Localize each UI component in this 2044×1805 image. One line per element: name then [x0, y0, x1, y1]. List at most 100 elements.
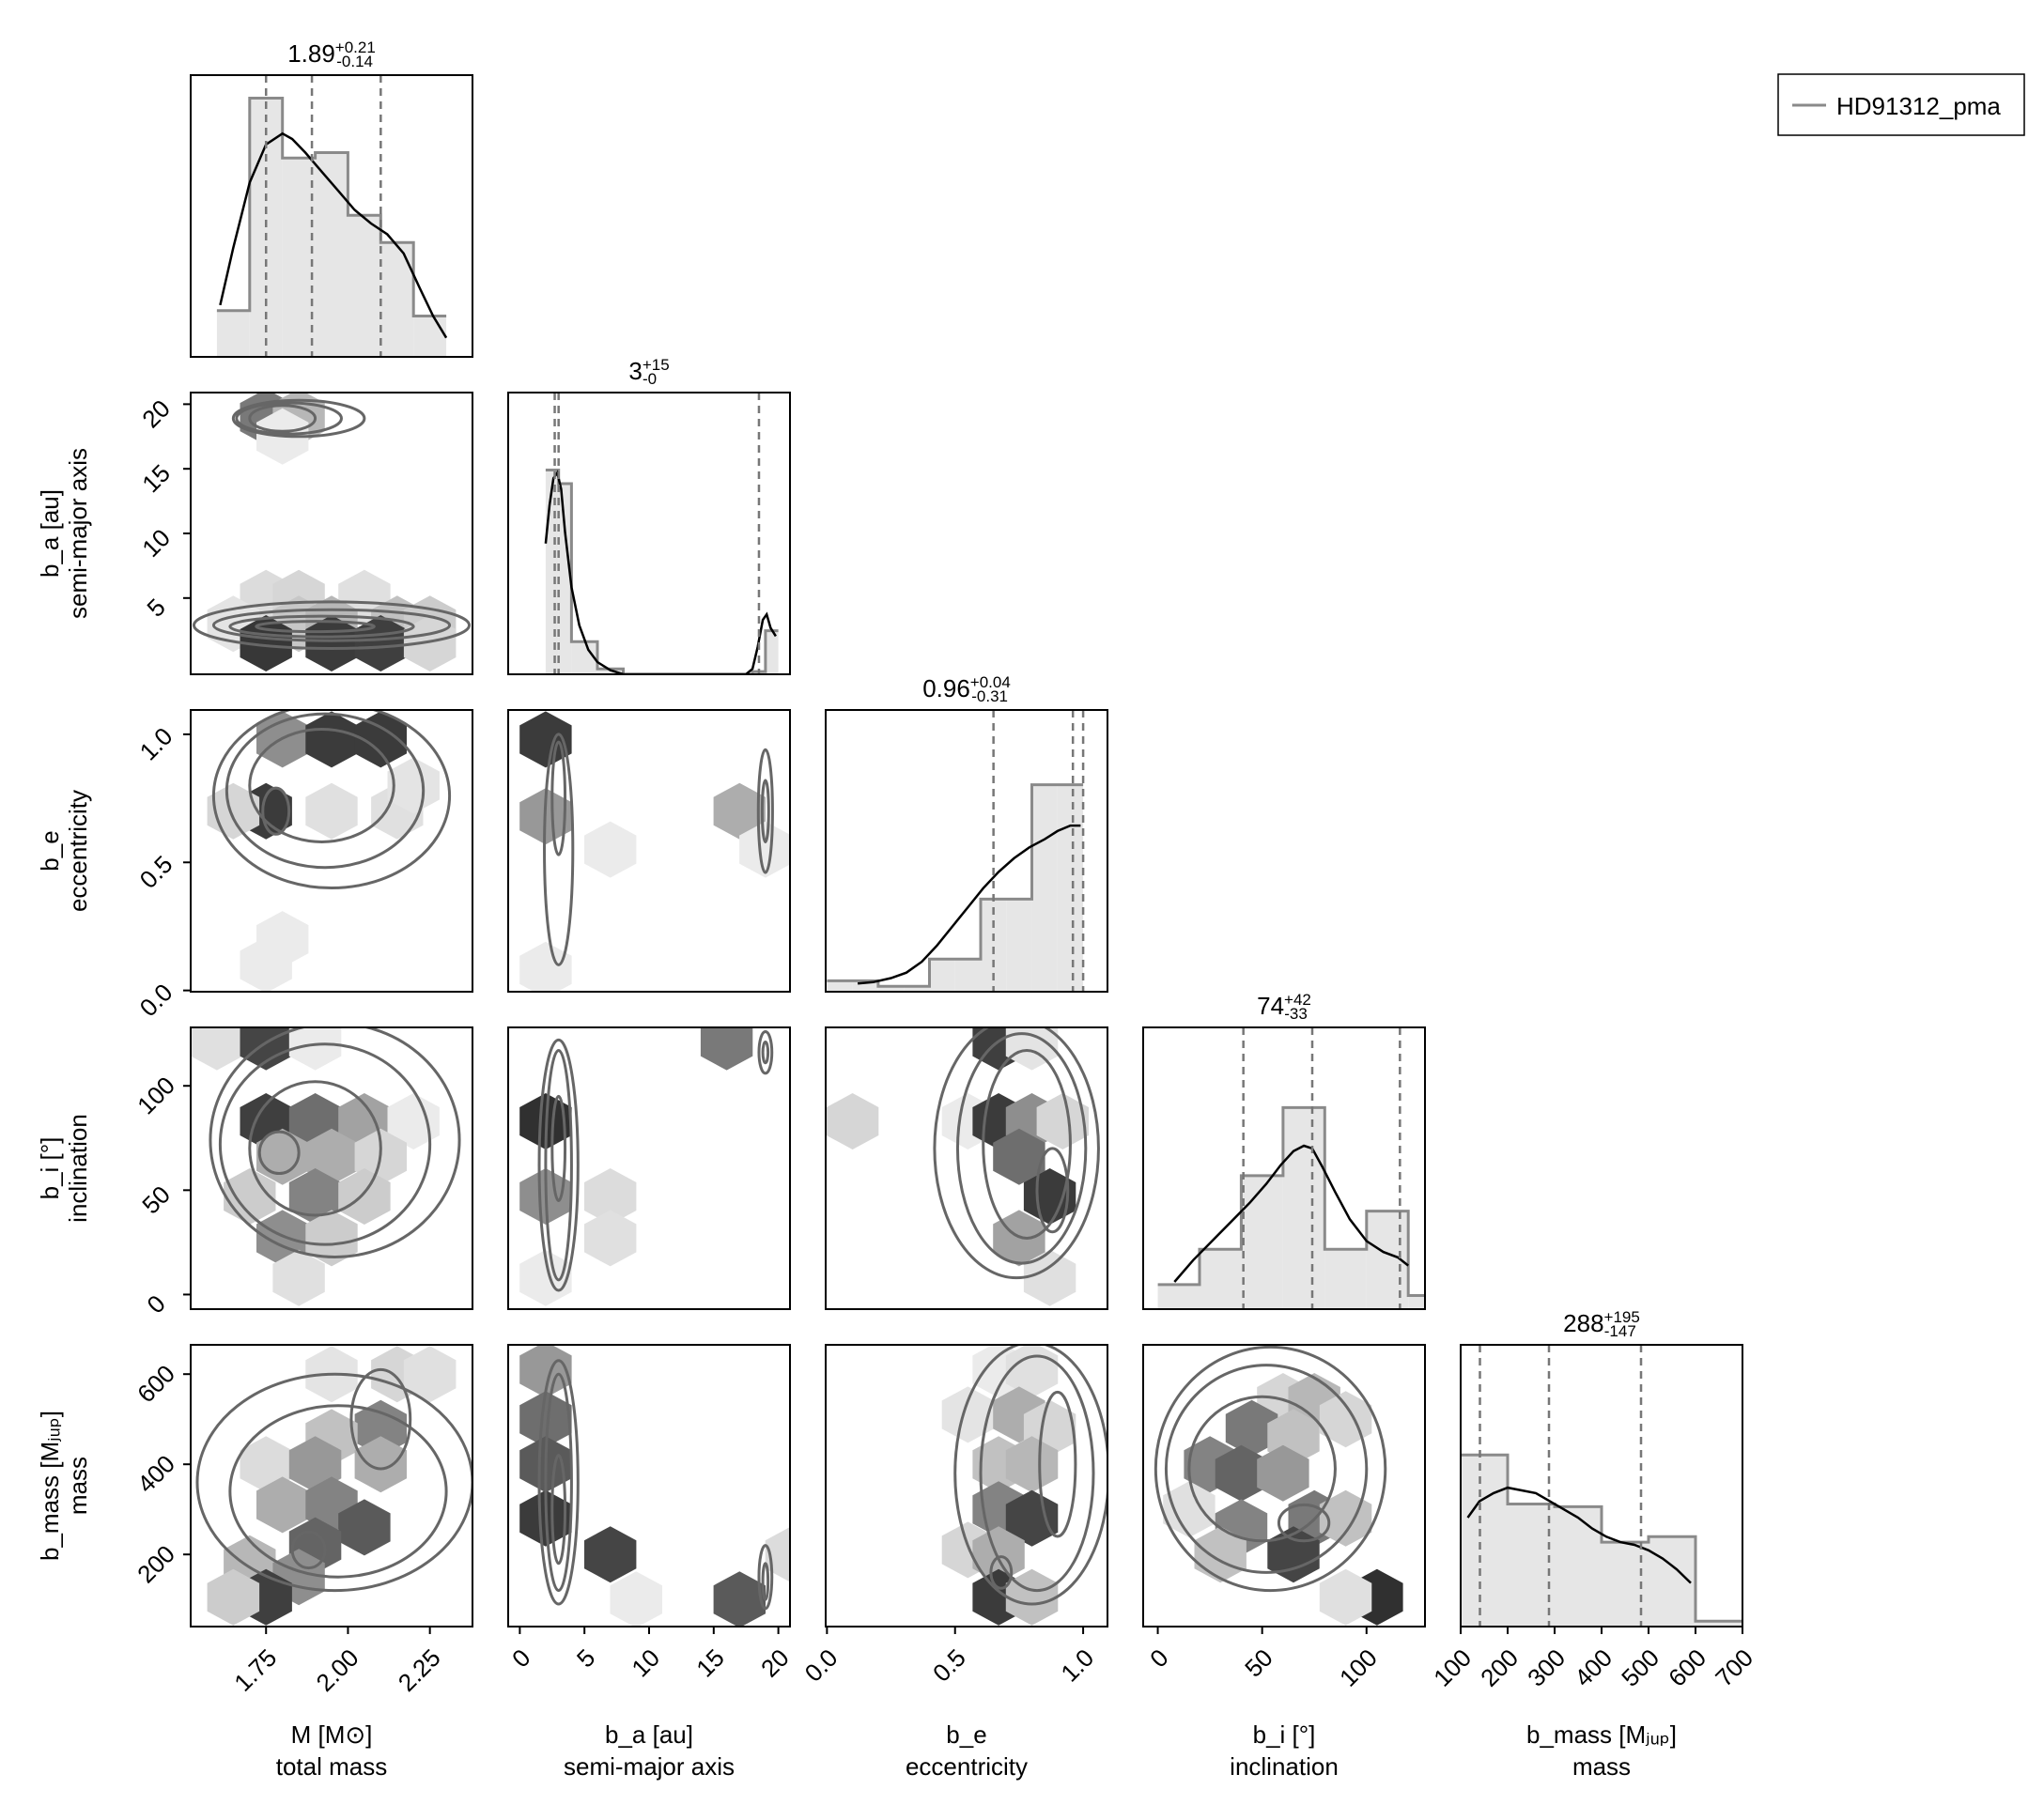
y-axis-sublabel: mass: [64, 1457, 92, 1515]
diag-title: 0.96+0.04: [922, 673, 1011, 702]
x-tick-label: 500: [1616, 1643, 1665, 1692]
density-contour: [228, 1404, 448, 1579]
density-contour: [1154, 1345, 1387, 1593]
density-contour: [1038, 1390, 1077, 1538]
hexbin: [584, 821, 637, 878]
y-axis-sublabel: eccentricity: [64, 790, 92, 912]
density-contour: [248, 404, 317, 433]
density-contour: [255, 620, 376, 634]
density-contour: [1277, 1503, 1331, 1543]
hist-bar: [545, 470, 559, 674]
x-axis-sublabel: eccentricity: [906, 1752, 1028, 1781]
hexbin: [519, 941, 572, 992]
hist-bar: [1057, 784, 1084, 992]
kde-line: [1173, 1144, 1409, 1283]
hexbin: [354, 1399, 407, 1457]
hexbin: [207, 1568, 260, 1626]
density-contour: [757, 1544, 774, 1611]
density-contour: [982, 1048, 1072, 1240]
panel-b_e-vs-b_a: [507, 709, 791, 993]
y-tick-label: 1.0: [134, 722, 178, 766]
hist-bar: [904, 986, 930, 992]
density-contour: [953, 1345, 1107, 1606]
y-axis-sublabel: semi-major axis: [64, 448, 92, 619]
density-contour: [218, 1042, 432, 1246]
x-axis-b_a: 0 5 10 15 20 b_a [au] semi-major axis: [506, 1627, 795, 1781]
density-contour: [761, 1562, 770, 1601]
kde-line: [1466, 1486, 1692, 1584]
density-contour: [761, 1041, 770, 1065]
density-contour: [550, 1454, 567, 1566]
y-axis-sublabel: inclination: [64, 1114, 92, 1223]
x-tick-label: 200: [1475, 1643, 1524, 1692]
panel-b_i-vs-b_a: [507, 1026, 791, 1310]
x-axis-label: b_a [au]: [605, 1720, 693, 1749]
x-tick-label: 100: [1428, 1643, 1477, 1692]
hist-bar: [1006, 899, 1032, 992]
x-tick-label: 0: [1144, 1643, 1173, 1673]
panel-content: [1154, 1345, 1403, 1626]
x-axis-label: b_mass [Mⱼᵤₚ]: [1526, 1720, 1677, 1749]
x-axis-sublabel: total mass: [276, 1752, 388, 1781]
panels-layer: 1.89+0.21-0.143+15-00.96+0.04-0.3174+42-…: [36, 39, 1758, 1781]
y-axis-b_i: 0 50 100 b_i [°] inclination: [36, 1071, 191, 1319]
diag-title-value: 288: [1563, 1309, 1603, 1337]
density-contour: [544, 1372, 573, 1593]
x-tick-label: 5: [571, 1643, 600, 1673]
hist-bar: [827, 980, 853, 992]
panel-b_mass-vs-b_e: [825, 1344, 1108, 1628]
diag-panel-b_mass: 288+195-147: [1460, 1308, 1743, 1628]
hexbin: [941, 1386, 995, 1443]
panel-frame: [507, 709, 791, 993]
y-tick-label: 100: [132, 1071, 180, 1119]
density-contour: [211, 710, 452, 890]
hexbin: [1257, 1444, 1309, 1502]
hexbin: [519, 1249, 572, 1306]
hist-bar: [282, 158, 316, 357]
diag-title: 74+42: [1257, 991, 1311, 1020]
hist-bar: [1241, 1175, 1283, 1309]
x-tick-label: 15: [690, 1643, 730, 1683]
hist-step: [1157, 1105, 1425, 1297]
legend-series-label: HD91312_pma: [1836, 92, 2001, 120]
x-tick-label: 20: [755, 1643, 795, 1683]
diag-title-minus: -0.31: [971, 687, 1008, 705]
hexbin: [1319, 1568, 1372, 1626]
hexbin: [713, 782, 766, 840]
x-tick-label: 50: [1239, 1643, 1278, 1683]
panel-frame: [190, 709, 473, 993]
hist-bar: [315, 152, 348, 357]
diag-content: [1461, 1345, 1742, 1627]
x-tick-label: 300: [1522, 1643, 1571, 1692]
y-tick-label: 400: [132, 1449, 180, 1498]
diag-content: [1157, 1027, 1425, 1309]
hexbin: [1036, 1093, 1089, 1149]
hist-bar: [1157, 1284, 1200, 1309]
diag-title: 3+15: [628, 356, 669, 385]
diag-panel-b_e: 0.96+0.04-0.31: [825, 673, 1108, 993]
panel-b_a-vs-M: [190, 392, 473, 675]
y-tick-label: 50: [136, 1180, 176, 1220]
x-tick-label: 100: [1334, 1643, 1383, 1692]
x-tick-label: 10: [626, 1643, 665, 1683]
density-contour: [544, 1048, 573, 1282]
hist-bar: [558, 484, 572, 674]
hist-bar: [877, 986, 905, 992]
x-axis-label: b_e: [946, 1720, 986, 1749]
density-contour: [1164, 1364, 1369, 1574]
diag-title: 1.89+0.21: [287, 39, 376, 68]
hexbin: [272, 1249, 325, 1306]
hexbin: [1005, 1489, 1059, 1547]
hexbin: [387, 757, 440, 814]
diag-content: [544, 393, 779, 674]
y-axis-label: b_i [°]: [36, 1137, 64, 1200]
hexbin: [700, 1027, 753, 1071]
y-tick-label: 0.5: [134, 850, 178, 894]
diag-frame: [190, 74, 473, 358]
density-contour: [979, 1354, 1095, 1593]
density-contour: [225, 712, 426, 870]
panel-b_mass-vs-M: [190, 1344, 473, 1628]
diag-title-value: 74: [1257, 992, 1284, 1020]
